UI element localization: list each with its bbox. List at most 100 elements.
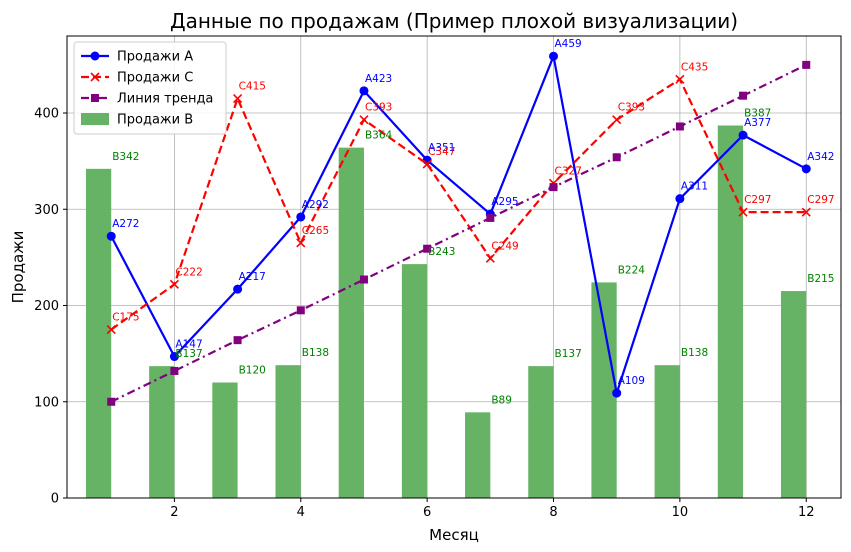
data-label-B137: B137 bbox=[175, 348, 202, 360]
point-marker bbox=[738, 130, 748, 140]
bar-B137 bbox=[149, 366, 175, 498]
data-label-A217: A217 bbox=[239, 271, 266, 283]
data-label-C393: C393 bbox=[365, 102, 392, 114]
data-label-C347: C347 bbox=[428, 146, 455, 158]
data-label-A311: A311 bbox=[681, 181, 708, 193]
data-label-A147: A147 bbox=[175, 339, 202, 351]
point-marker bbox=[106, 231, 116, 241]
point-marker bbox=[359, 275, 368, 284]
x-tick-label: 4 bbox=[297, 505, 305, 520]
x-tick-label: 2 bbox=[170, 505, 178, 520]
bar-B138 bbox=[275, 365, 301, 498]
legend-box bbox=[73, 41, 227, 135]
bar-B89 bbox=[465, 412, 491, 498]
point-marker bbox=[169, 352, 179, 362]
data-label-A272: A272 bbox=[112, 218, 139, 230]
legend: Продажи A Продажи C Линия тренда Продажи B bbox=[73, 41, 227, 135]
line-series-1 bbox=[110, 77, 807, 331]
y-tick-label: 0 bbox=[51, 492, 59, 507]
data-label-A377: A377 bbox=[744, 117, 771, 129]
x-tick-label: 12 bbox=[798, 505, 815, 520]
bar-B137 bbox=[528, 366, 554, 498]
data-labels-layer: B342 B137 B120 B138 B364 B243 B89 B137 B224 B138 B… bbox=[112, 38, 834, 406]
data-label-B364: B364 bbox=[365, 130, 393, 142]
data-label-B138: B138 bbox=[302, 347, 329, 359]
data-label-A423: A423 bbox=[365, 73, 392, 85]
point-marker bbox=[296, 238, 306, 248]
point-marker bbox=[106, 324, 116, 335]
point-marker bbox=[549, 51, 559, 61]
y-tick-label: 400 bbox=[34, 107, 59, 122]
point-marker bbox=[675, 74, 685, 84]
bar-B387 bbox=[717, 125, 744, 498]
data-label-B138: B138 bbox=[681, 347, 708, 359]
point-marker bbox=[612, 153, 621, 162]
data-label-A292: A292 bbox=[302, 199, 329, 211]
legend-marker bbox=[91, 94, 99, 102]
point-marker bbox=[422, 159, 432, 169]
point-marker bbox=[359, 115, 369, 125]
point-marker bbox=[170, 366, 179, 375]
point-marker bbox=[485, 253, 495, 263]
data-label-A342: A342 bbox=[807, 151, 834, 163]
point-marker bbox=[801, 164, 811, 174]
plot-frame bbox=[66, 35, 842, 499]
point-marker bbox=[296, 212, 306, 222]
chart-title: Данные по продажам (Пример плохой визуал… bbox=[170, 9, 738, 33]
point-marker bbox=[359, 86, 369, 96]
x-axis-label: Месяц bbox=[429, 526, 479, 544]
bar-B138 bbox=[654, 365, 680, 498]
data-label-C327: C327 bbox=[555, 165, 582, 177]
bar-B215 bbox=[780, 291, 807, 498]
point-marker bbox=[233, 284, 243, 294]
data-label-A459: A459 bbox=[555, 38, 582, 50]
point-marker bbox=[612, 115, 622, 125]
data-label-B243: B243 bbox=[428, 246, 455, 258]
legend-entry-label: Продажи A bbox=[117, 50, 193, 65]
point-marker bbox=[233, 93, 243, 104]
point-marker bbox=[801, 207, 811, 217]
legend-entry-label: Продажи B bbox=[117, 113, 193, 128]
data-label-B224: B224 bbox=[618, 264, 646, 276]
point-marker bbox=[169, 279, 179, 289]
ticks-layer: 2 4 6 8 10 12 0 100 200 300 400 bbox=[34, 107, 814, 521]
data-label-B387: B387 bbox=[744, 108, 771, 120]
x-tick-label: 6 bbox=[423, 505, 431, 520]
point-marker bbox=[612, 388, 622, 398]
point-marker bbox=[296, 306, 305, 315]
legend-swatch bbox=[81, 113, 109, 125]
data-label-C393: C393 bbox=[618, 102, 645, 114]
data-label-C415: C415 bbox=[239, 81, 266, 93]
bar-B243 bbox=[401, 264, 428, 498]
line-series-0 bbox=[110, 52, 807, 394]
point-marker bbox=[233, 336, 242, 345]
data-label-C249: C249 bbox=[491, 240, 518, 252]
line-series-2 bbox=[110, 63, 807, 403]
point-marker bbox=[738, 207, 748, 217]
data-label-A351: A351 bbox=[428, 142, 455, 154]
legend-marker bbox=[90, 72, 100, 82]
legend-marker bbox=[90, 51, 100, 61]
point-marker bbox=[549, 183, 558, 192]
data-label-C297: C297 bbox=[807, 194, 834, 206]
x-tick-label: 8 bbox=[549, 505, 557, 520]
x-tick-label: 10 bbox=[672, 505, 689, 520]
y-tick-label: 300 bbox=[34, 203, 59, 218]
bar-B342 bbox=[85, 168, 112, 498]
data-label-C222: C222 bbox=[175, 266, 202, 278]
bar-B120 bbox=[212, 382, 238, 498]
point-marker bbox=[802, 60, 811, 69]
y-tick-label: 200 bbox=[34, 299, 59, 314]
point-marker bbox=[486, 213, 495, 222]
bars-layer bbox=[85, 125, 807, 498]
data-label-B342: B342 bbox=[112, 151, 139, 163]
point-marker bbox=[675, 194, 685, 204]
y-axis-label: Продажи bbox=[9, 231, 27, 304]
data-label-B215: B215 bbox=[807, 273, 834, 285]
point-marker bbox=[107, 397, 116, 406]
data-label-A109: A109 bbox=[618, 375, 645, 387]
data-label-A295: A295 bbox=[491, 196, 518, 208]
point-marker bbox=[675, 122, 684, 131]
